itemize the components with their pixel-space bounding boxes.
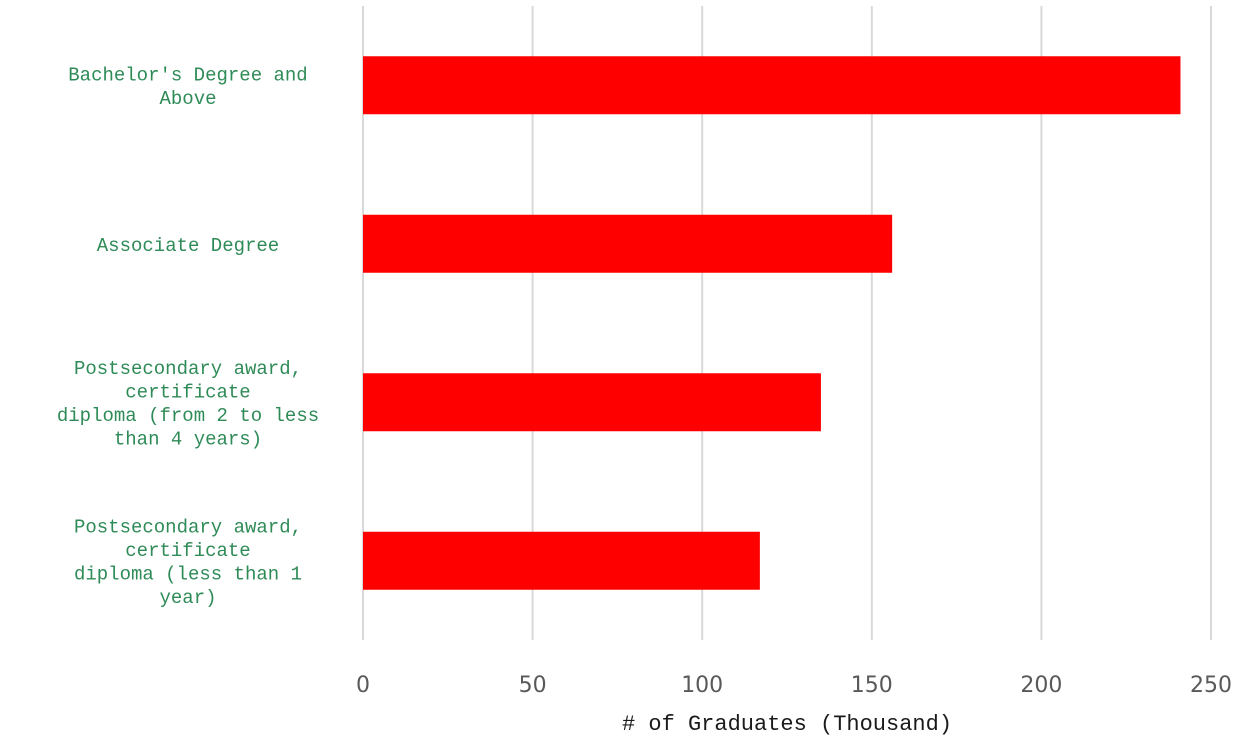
x-tick-label: 150: [851, 673, 893, 698]
x-tick-label: 250: [1190, 673, 1232, 698]
category-label-line: diploma (less than 1: [74, 564, 302, 586]
category-label-line: Associate Degree: [97, 235, 279, 257]
category-label: Associate Degree: [97, 235, 279, 257]
x-tick-label: 200: [1020, 673, 1062, 698]
category-label: Bachelor's Degree and Above: [68, 65, 307, 111]
category-label-layer: Bachelor's Degree and Above Associate Degr…: [57, 65, 319, 610]
x-tick-label: 100: [681, 673, 723, 698]
category-label-line: year): [159, 587, 216, 609]
category-label-line: Postsecondary award,: [74, 517, 302, 539]
bar: [363, 531, 760, 590]
category-label-line: than 4 years): [114, 429, 262, 451]
category-label-line: certificate: [125, 382, 250, 404]
category-label-line: certificate: [125, 540, 250, 562]
category-label-line: Above: [159, 88, 216, 110]
tick-label-layer: 0 50 100 150 200 250: [356, 673, 1232, 698]
bar: [363, 214, 893, 273]
category-label-line: diploma (from 2 to less: [57, 405, 319, 427]
bar: [363, 373, 821, 432]
bar-layer: [363, 56, 1181, 590]
x-tick-label: 0: [356, 673, 370, 698]
category-label-line: Postsecondary award,: [74, 358, 302, 380]
category-label-line: Bachelor's Degree and: [68, 65, 307, 87]
category-label: Postsecondary award, certificate diploma (…: [74, 517, 302, 610]
category-label: Postsecondary award, certificate diploma (…: [57, 358, 319, 451]
bar: [363, 56, 1181, 115]
x-tick-label: 50: [519, 673, 547, 698]
x-axis-title: # of Graduates (Thousand): [622, 712, 952, 737]
